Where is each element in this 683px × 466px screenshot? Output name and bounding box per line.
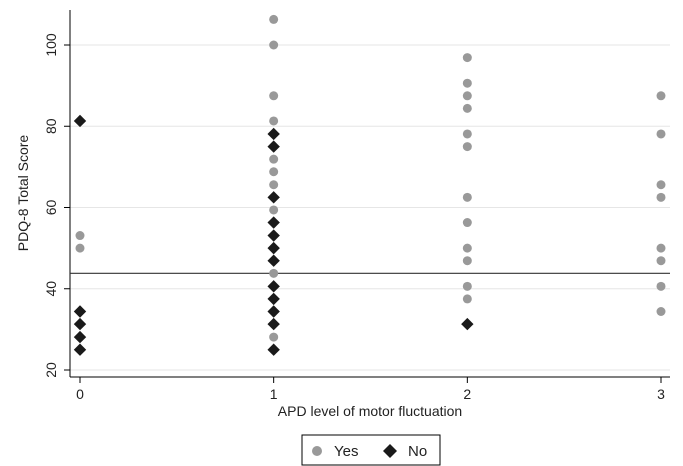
- point-yes: [656, 180, 666, 190]
- point-yes: [269, 116, 279, 126]
- point-yes: [656, 243, 666, 253]
- point-no: [267, 280, 280, 293]
- point-no: [267, 292, 280, 306]
- point-no: [73, 114, 87, 128]
- y-axis-title: PDQ-8 Total Score: [15, 135, 31, 252]
- point-no: [73, 305, 87, 318]
- point-yes: [75, 243, 85, 253]
- point-yes: [269, 332, 279, 342]
- point-no: [267, 305, 280, 318]
- x-tick-label: 0: [76, 386, 84, 402]
- gridlines: [70, 44, 670, 371]
- point-yes: [75, 231, 85, 241]
- point-yes: [462, 256, 472, 266]
- legend-yes-marker: [312, 446, 322, 456]
- point-yes: [269, 154, 279, 164]
- point-yes: [462, 129, 472, 139]
- legend-no-marker: [383, 444, 397, 458]
- y-tick-label: 20: [43, 362, 59, 378]
- point-no: [267, 216, 280, 229]
- point-no: [267, 127, 280, 141]
- point-yes: [656, 192, 666, 202]
- axes: [69, 10, 670, 378]
- point-yes: [656, 256, 666, 266]
- point-no: [267, 229, 280, 242]
- legend-no-label: No: [408, 443, 427, 460]
- point-yes: [269, 91, 279, 101]
- point-no: [267, 241, 280, 255]
- point-yes: [462, 192, 472, 202]
- point-yes: [462, 218, 472, 228]
- y-tick-label: 60: [43, 200, 59, 216]
- point-no: [73, 317, 87, 331]
- legend-yes-label: Yes: [334, 443, 358, 460]
- point-no: [267, 343, 280, 356]
- point-no: [267, 191, 280, 204]
- point-yes: [656, 91, 666, 101]
- point-yes: [462, 281, 472, 291]
- point-yes: [656, 307, 666, 316]
- y-tick-label: 80: [43, 118, 59, 134]
- point-no: [267, 317, 280, 331]
- point-yes: [462, 103, 472, 113]
- y-tick-label: 40: [43, 281, 59, 297]
- point-yes: [269, 205, 279, 215]
- x-tick-label: 1: [270, 386, 278, 402]
- point-no: [267, 140, 280, 153]
- point-no: [267, 254, 280, 267]
- data-points: [73, 14, 666, 356]
- point-yes: [462, 243, 472, 253]
- point-yes: [462, 91, 472, 101]
- point-yes: [462, 294, 472, 304]
- x-axis-title: APD level of motor fluctuation: [278, 403, 462, 419]
- point-yes: [656, 129, 666, 139]
- point-yes: [462, 53, 472, 63]
- x-tick-label: 3: [657, 386, 665, 402]
- point-no: [73, 343, 87, 356]
- point-yes: [269, 40, 279, 50]
- point-yes: [269, 167, 279, 177]
- y-tick-label: 100: [43, 33, 59, 57]
- point-no: [461, 317, 474, 331]
- point-yes: [269, 14, 279, 24]
- ticks: 20 40 60 80 100 0 1 2 3: [43, 33, 665, 402]
- point-yes: [269, 268, 279, 278]
- legend: Yes No: [301, 434, 441, 466]
- point-yes: [269, 180, 279, 190]
- point-no: [73, 330, 87, 344]
- legend-box: [301, 434, 441, 466]
- point-yes: [462, 142, 472, 152]
- point-yes: [656, 281, 666, 291]
- point-yes: [462, 78, 472, 88]
- x-tick-label: 2: [463, 386, 471, 402]
